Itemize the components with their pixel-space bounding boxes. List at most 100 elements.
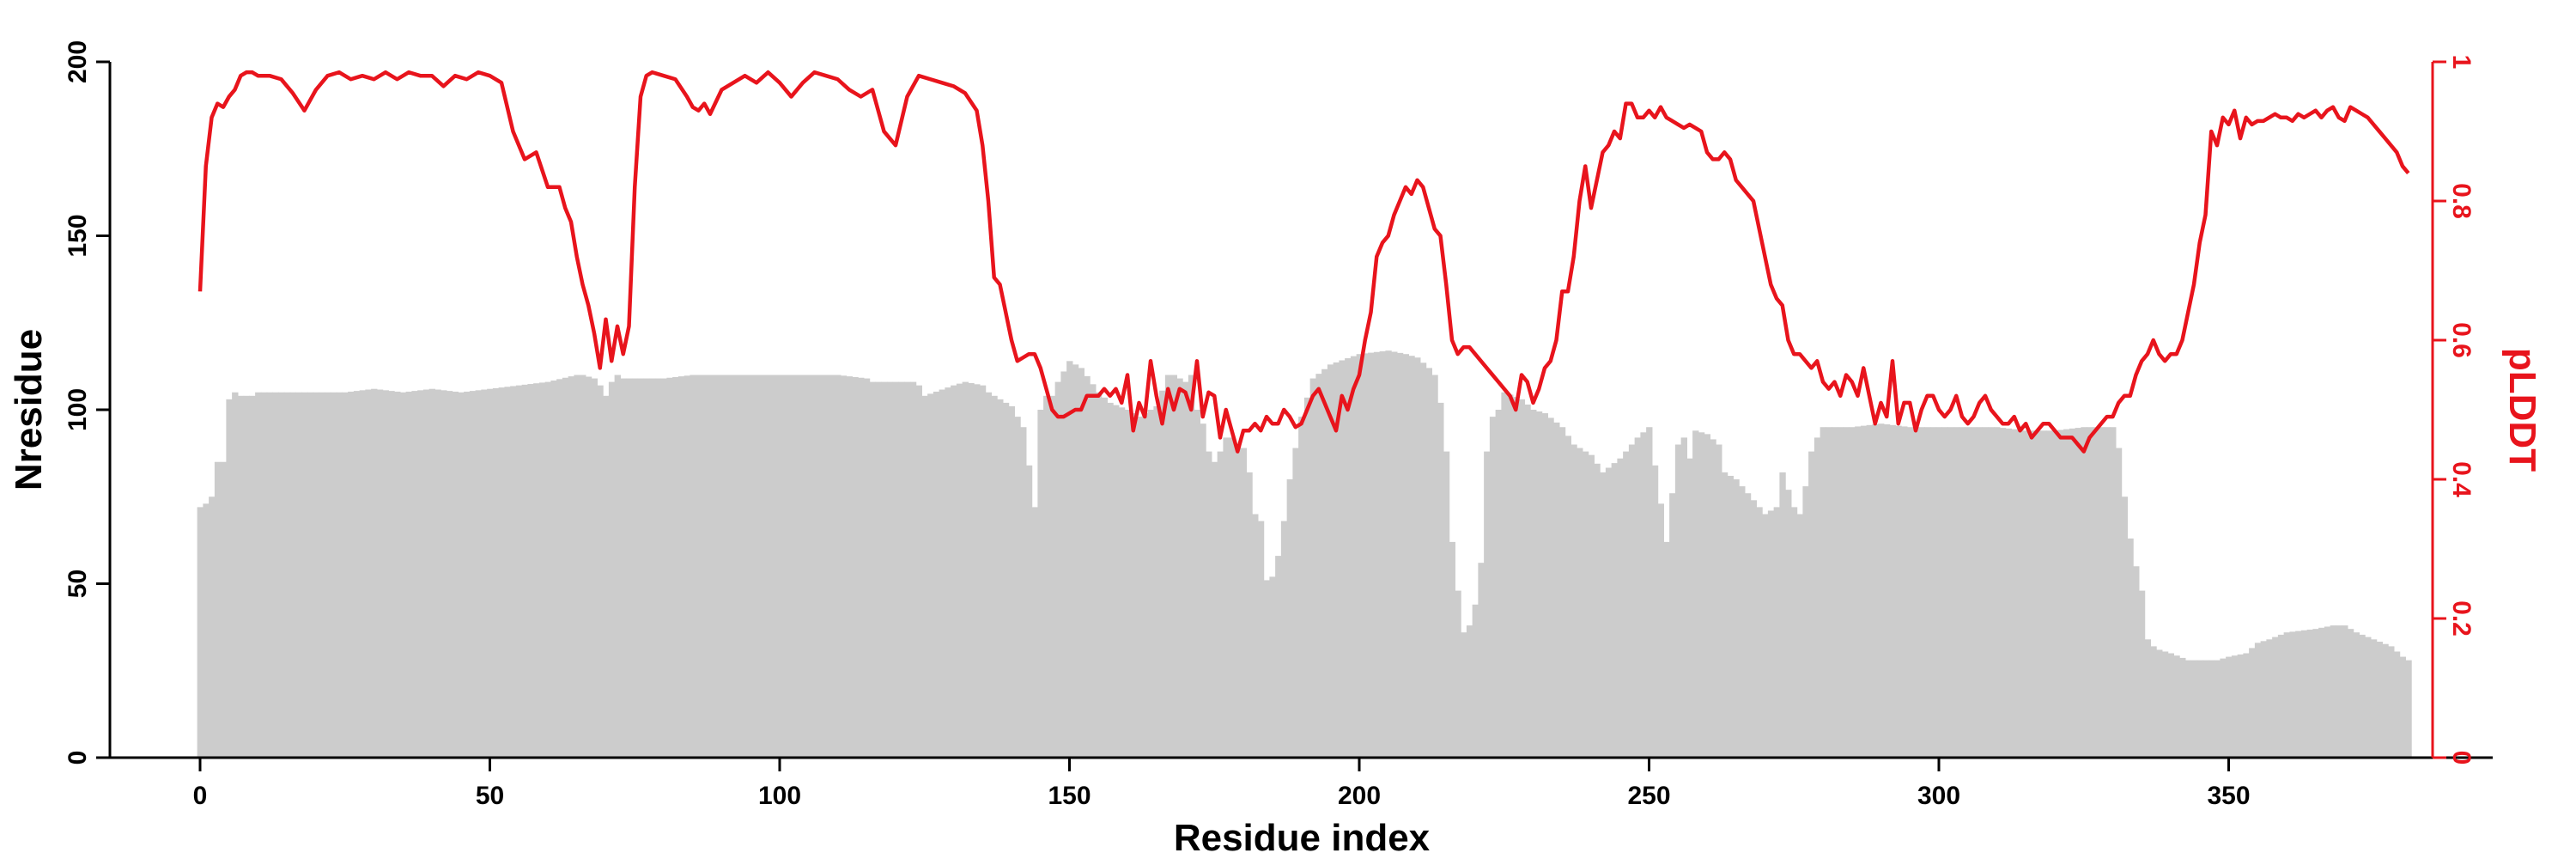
nresidue-bar (1292, 448, 1299, 758)
nresidue-bar (538, 382, 546, 758)
nresidue-bar (330, 392, 337, 758)
nresidue-bar (2063, 429, 2070, 758)
nresidue-bar (1495, 410, 1502, 758)
nresidue-bar (313, 392, 319, 758)
nresidue-bar (1837, 427, 1844, 758)
nresidue-bar (1541, 413, 1548, 758)
nresidue-bar (1229, 437, 1236, 758)
nresidue-bar (956, 383, 963, 758)
nresidue-bar (336, 392, 343, 758)
nresidue-bar (1391, 351, 1398, 758)
nresidue-bar (2005, 428, 2012, 758)
nresidue-bar (620, 378, 627, 758)
nresidue-bar (1339, 360, 1346, 758)
nresidue-bar (690, 375, 696, 758)
nresidue-bar (1466, 625, 1473, 758)
nresidue-bar (1269, 576, 1276, 758)
nresidue-bar (962, 381, 969, 758)
nresidue-bar (1832, 427, 1838, 758)
nresidue-bar (1107, 402, 1114, 758)
nresidue-bar (452, 391, 459, 758)
nresidue-bar (2382, 643, 2389, 758)
nresidue-bar (533, 383, 540, 758)
nresidue-bar (266, 392, 273, 758)
nresidue-bar (909, 381, 917, 758)
nresidue-bar (1321, 369, 1328, 758)
nresidue-bar (1663, 541, 1670, 758)
nresidue-bar (1901, 426, 1908, 758)
nresidue-bar (307, 392, 314, 758)
nresidue-bar (1640, 432, 1647, 758)
nresidue-bar (301, 392, 308, 758)
nresidue-bar (852, 376, 859, 758)
nresidue-bar (1849, 427, 1856, 758)
nresidue-bar (2150, 646, 2157, 758)
nresidue-bar (2069, 428, 2076, 758)
nresidue-bar (1286, 479, 1293, 758)
nresidue-bar (1582, 451, 1589, 758)
nresidue-bar (759, 375, 766, 758)
nresidue-bar (209, 497, 216, 758)
nresidue-bar (1999, 428, 2007, 758)
nresidue-bar (724, 375, 732, 758)
nresidue-bar (365, 389, 372, 758)
nresidue-bar (464, 391, 471, 758)
y2-tick-label: 0.6 (2447, 322, 2476, 358)
nresidue-bar (481, 389, 488, 758)
nresidue-bar (793, 375, 801, 758)
y2-tick-label: 1 (2447, 55, 2476, 70)
nresidue-bar (568, 376, 574, 758)
nresidue-bar (1303, 397, 1311, 758)
nresidue-bar (1674, 444, 1682, 758)
nresidue-bar (521, 384, 528, 758)
nresidue-bar (1153, 405, 1160, 758)
nresidue-bar (1501, 392, 1508, 758)
nresidue-bar (1953, 427, 1960, 758)
nresidue-bar (683, 375, 690, 758)
nresidue-bar (2208, 660, 2215, 758)
nresidue-bar (255, 392, 262, 758)
nresidue-bar (1802, 486, 1809, 758)
nresidue-bar (1721, 472, 1728, 758)
nresidue-bar (1814, 437, 1821, 758)
nresidue-bar (915, 385, 922, 758)
nresidue-bar (1883, 424, 1891, 758)
nresidue-bar (2092, 427, 2099, 758)
nresidue-bar (1396, 352, 1404, 758)
left-ticks: 0 50 100 150 200 (64, 40, 110, 765)
nresidue-bar (2196, 660, 2203, 758)
nresidue-bar (278, 392, 285, 758)
nresidue-bar (580, 375, 586, 758)
nresidue-bar (1547, 417, 1554, 758)
nresidue-bar (1895, 425, 1902, 758)
nresidue-bar (997, 399, 1004, 758)
nresidue-bar (2081, 427, 2087, 758)
nresidue-bar (1889, 424, 1896, 758)
nresidue-bar (1078, 368, 1084, 758)
nresidue-bar (1680, 437, 1687, 758)
nresidue-bar (869, 381, 876, 758)
nresidue-bar (1716, 444, 1722, 758)
nresidue-bar (2324, 626, 2331, 758)
nresidue-bar (515, 385, 523, 758)
nresidue-bar (1327, 364, 1334, 758)
nresidue-bar (1362, 353, 1369, 758)
nresidue-bar (510, 386, 517, 758)
nresidue-bar (921, 395, 928, 758)
nresidue-bar (1408, 356, 1415, 758)
nresidue-bar (1223, 437, 1230, 758)
nresidue-bar (1385, 350, 1392, 758)
nresidue-bar (654, 378, 662, 758)
nresidue-bar (220, 461, 227, 758)
y-tick-label: 150 (64, 214, 92, 257)
nresidue-bar (1246, 472, 1253, 758)
nresidue-bar (811, 375, 818, 758)
nresidue-bar (249, 395, 256, 758)
nresidue-bar (289, 392, 296, 758)
nresidue-bar (1866, 424, 1873, 758)
nresidue-bar (1965, 427, 1971, 758)
nresidue-bar (1275, 556, 1282, 758)
nresidue-bar (597, 385, 604, 758)
nresidue-bar (2237, 654, 2244, 758)
